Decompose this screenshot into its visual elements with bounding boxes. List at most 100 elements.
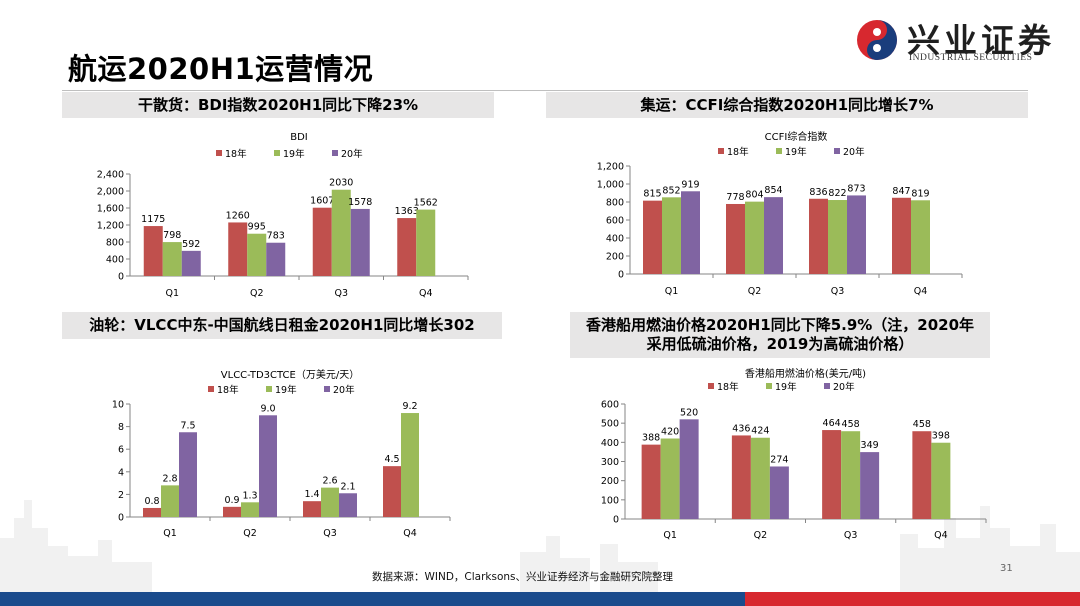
ccfi-legend-label: 18年 xyxy=(727,146,749,158)
bdi-y-tick-label: 1,600 xyxy=(97,204,124,215)
bdi-y-tick-label: 400 xyxy=(106,255,124,266)
bunker-data-label: 424 xyxy=(751,426,769,437)
bdi-category-label: Q1 xyxy=(165,288,179,299)
vlcc-legend-swatch xyxy=(266,386,272,392)
ccfi-legend-label: 19年 xyxy=(785,146,807,158)
ccfi-category-label: Q2 xyxy=(748,286,762,297)
ccfi-data-label: 873 xyxy=(847,183,865,194)
bdi-legend-swatch xyxy=(332,150,338,156)
vlcc-data-label: 1.4 xyxy=(304,489,319,500)
ccfi-y-tick-label: 1,000 xyxy=(597,180,624,191)
bunker-bar xyxy=(750,437,770,519)
page-title: 航运2020H1运营情况 xyxy=(68,52,374,86)
bdi-y-tick-label: 800 xyxy=(106,238,124,249)
chart-bunker: 香港船用燃油价格(美元/吨) 18年 19年 20年 0 100 200 300 400 500 6… xyxy=(580,364,1000,542)
bunker-bar xyxy=(931,442,951,519)
vlcc-plot: VLCC-TD3CTCE（万美元/天） 18年 19年 20年 0 2 4 6 8 10 Q1 0.8… xyxy=(112,368,451,539)
ccfi-bar xyxy=(726,203,745,274)
bdi-legend-label: 20年 xyxy=(341,148,363,160)
bunker-data-label: 398 xyxy=(932,431,950,442)
ccfi-legend-label: 20年 xyxy=(843,146,865,158)
chart-bdi: BDI 18年 19年 20年 0 400 800 1,200 1,600 2,000 2,400 Q… xyxy=(78,126,478,304)
bunker-y-tick-label: 0 xyxy=(613,515,619,526)
ccfi-category-label: Q4 xyxy=(914,286,928,297)
bunker-data-label: 420 xyxy=(661,427,679,438)
bunker-category-label: Q3 xyxy=(844,530,858,541)
vlcc-bar xyxy=(303,501,321,517)
chart-vlcc: VLCC-TD3CTCE（万美元/天） 18年 19年 20年 0 2 4 6 8 10 Q1 0.8… xyxy=(90,364,460,542)
section-header-dry-bulk: 干散货：BDI指数2020H1同比下降23% xyxy=(62,92,494,118)
ccfi-legend-swatch xyxy=(718,148,724,154)
ccfi-bar xyxy=(643,200,662,274)
bdi-data-label: 1578 xyxy=(348,197,372,208)
bunker-y-tick-label: 600 xyxy=(601,400,619,411)
vlcc-y-tick-label: 10 xyxy=(112,400,124,411)
footer-bar xyxy=(0,592,1080,606)
bunker-bar xyxy=(860,452,880,519)
bdi-data-label: 783 xyxy=(267,231,285,242)
vlcc-bar xyxy=(241,502,259,517)
ccfi-y-tick-label: 1,200 xyxy=(597,162,624,173)
brand-name-en: INDUSTRIAL SECURITIES xyxy=(909,53,1033,63)
ccfi-legend-swatch xyxy=(834,148,840,154)
bdi-category-label: Q3 xyxy=(334,288,348,299)
bunker-bar xyxy=(641,444,661,519)
bunker-data-label: 274 xyxy=(770,454,788,465)
vlcc-bar xyxy=(401,413,419,517)
page-number: 31 xyxy=(1000,563,1013,574)
ccfi-data-label: 822 xyxy=(828,188,846,199)
bunker-legend-swatch xyxy=(708,383,714,389)
vlcc-bar xyxy=(161,485,179,517)
ccfi-data-label: 854 xyxy=(764,185,782,196)
brand-name-cn: 兴业证券 xyxy=(907,21,1055,60)
vlcc-data-label: 9.0 xyxy=(260,403,275,414)
bunker-bar xyxy=(660,438,680,519)
bunker-data-label: 388 xyxy=(642,433,660,444)
bdi-legend-label: 19年 xyxy=(283,148,305,160)
bdi-legend-swatch xyxy=(274,150,280,156)
ccfi-y-tick-label: 0 xyxy=(618,270,624,281)
bdi-data-label: 1562 xyxy=(414,198,438,209)
bdi-bar xyxy=(266,242,286,276)
ccfi-bar xyxy=(911,200,930,274)
bunker-category-label: Q4 xyxy=(934,530,948,541)
bdi-data-label: 995 xyxy=(248,222,266,233)
vlcc-category-label: Q1 xyxy=(163,528,177,539)
ccfi-data-label: 836 xyxy=(809,187,827,198)
bdi-data-label: 1607 xyxy=(310,196,334,207)
vlcc-y-tick-label: 6 xyxy=(118,445,124,456)
ccfi-plot: CCFI综合指数 18年 19年 20年 0 200 400 600 800 1,000 1,200… xyxy=(597,130,963,297)
vlcc-data-label: 7.5 xyxy=(180,420,195,431)
ccfi-data-label: 919 xyxy=(681,179,699,190)
bunker-data-label: 436 xyxy=(732,423,750,434)
bunker-legend-swatch xyxy=(766,383,772,389)
bunker-data-label: 458 xyxy=(842,419,860,430)
ccfi-bar xyxy=(745,201,764,274)
section-header-tanker: 油轮：VLCC中东-中国航线日租金2020H1同比增长302 xyxy=(62,312,502,339)
ccfi-bar xyxy=(681,191,700,274)
ccfi-y-tick-label: 600 xyxy=(606,216,624,227)
bunker-y-tick-label: 200 xyxy=(601,476,619,487)
data-source-note: 数据来源：WIND，Clarksons、兴业证券经济与金融研究院整理 xyxy=(372,571,674,583)
section-header-container: 集运：CCFI综合指数2020H1同比增长7% xyxy=(546,92,1028,118)
vlcc-bar xyxy=(383,466,401,517)
ccfi-legend-swatch xyxy=(776,148,782,154)
vlcc-bar xyxy=(143,507,161,517)
bdi-bar xyxy=(181,250,201,276)
vlcc-legend-swatch xyxy=(324,386,330,392)
vlcc-data-label: 2.8 xyxy=(162,473,177,484)
vlcc-data-label: 9.2 xyxy=(402,401,417,412)
ccfi-data-label: 847 xyxy=(892,186,910,197)
vlcc-legend-label: 18年 xyxy=(217,384,239,396)
vlcc-title: VLCC-TD3CTCE（万美元/天） xyxy=(221,368,359,381)
vlcc-bar xyxy=(321,487,339,517)
ccfi-data-label: 815 xyxy=(643,189,661,200)
ccfi-bar xyxy=(662,197,681,274)
vlcc-bar xyxy=(223,506,241,517)
bunker-plot: 香港船用燃油价格(美元/吨) 18年 19年 20年 0 100 200 300 400 500 6… xyxy=(601,367,987,541)
bdi-y-tick-label: 2,000 xyxy=(97,187,124,198)
ccfi-bar xyxy=(847,195,866,274)
bdi-y-tick-label: 0 xyxy=(118,272,124,283)
bunker-bar xyxy=(731,435,751,519)
bdi-data-label: 1363 xyxy=(395,206,419,217)
